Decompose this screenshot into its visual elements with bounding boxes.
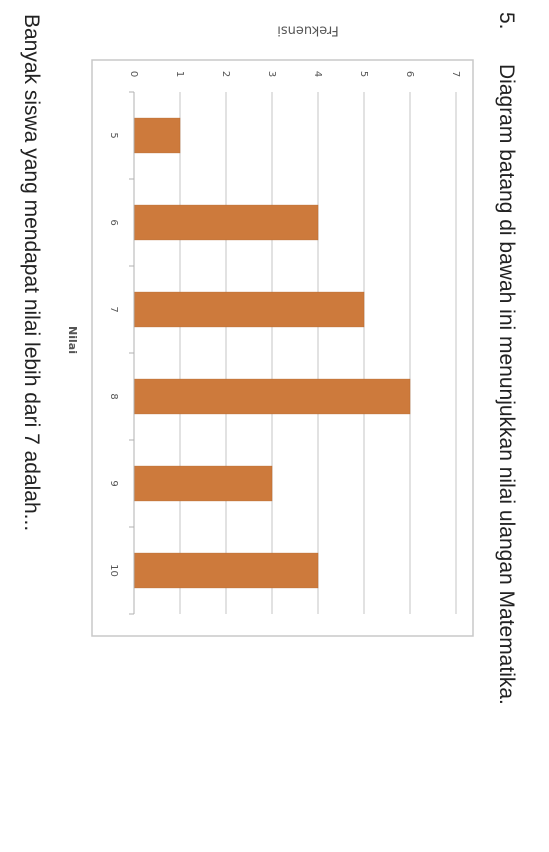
category-tick-label-8: 8	[108, 393, 119, 399]
value-tick-label: 7	[450, 71, 461, 77]
category-tick-label-9: 9	[108, 480, 119, 486]
value-tick-label: 0	[128, 71, 139, 77]
bar-8	[133, 378, 411, 415]
frequency-axis-title: Frekuensi	[277, 23, 339, 38]
value-tick-label: 2	[220, 71, 231, 77]
category-tick-label-7: 7	[108, 306, 119, 312]
value-tick-label: 5	[358, 71, 369, 77]
value-tick-label: 4	[312, 71, 323, 77]
bar-5	[133, 117, 181, 154]
bar-9	[133, 465, 273, 502]
chart-frame	[91, 59, 474, 637]
bar-6	[133, 204, 319, 241]
bar-10	[133, 552, 319, 589]
value-tick-label: 1	[174, 71, 185, 77]
category-tick-label-5: 5	[108, 132, 119, 138]
bars	[133, 117, 411, 589]
category-tick-label-6: 6	[108, 219, 119, 225]
bar-7	[133, 291, 365, 328]
grid-lines	[179, 92, 457, 614]
value-tick-label: 3	[266, 71, 277, 77]
value-axis-title: Nilai	[66, 326, 79, 354]
category-tick-labels: 5 6 7 8 9 10	[108, 91, 134, 615]
value-tick-label: 6	[404, 71, 415, 77]
category-tick-label-10: 10	[108, 564, 119, 577]
value-tick-labels: 0 1 2 3 4 5 6 7	[128, 71, 461, 77]
